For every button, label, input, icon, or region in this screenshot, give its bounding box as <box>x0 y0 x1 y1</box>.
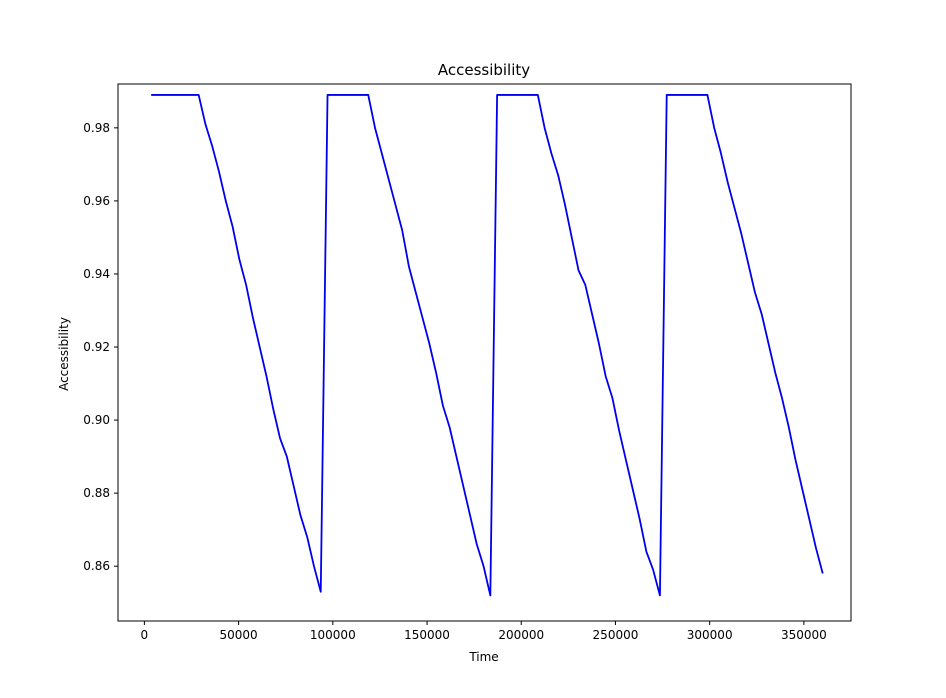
series-line-0 <box>151 94 824 597</box>
x-tick-label: 150000 <box>404 628 450 642</box>
x-tick-label: 250000 <box>593 628 639 642</box>
y-tick-label: 0.88 <box>83 486 110 500</box>
plot-area <box>151 94 824 597</box>
y-tick-label: 0.98 <box>83 121 110 135</box>
plot-frame <box>117 83 852 622</box>
x-tick-label: 200000 <box>498 628 544 642</box>
x-axis: 0 50000 100000 150000 200000 250000 300000 3500… <box>141 621 827 642</box>
x-tick-label: 100000 <box>310 628 356 642</box>
y-axis: 0.86 0.88 0.90 0.92 0.94 0.96 0.98 <box>83 121 118 573</box>
y-axis-label: Accessibility <box>57 317 71 391</box>
y-tick-label: 0.86 <box>83 559 110 573</box>
y-tick-label: 0.96 <box>83 194 110 208</box>
chart-title: Accessibility <box>438 61 530 79</box>
x-tick-label: 0 <box>141 628 149 642</box>
y-tick-label: 0.94 <box>83 267 110 281</box>
x-axis-label: Time <box>468 650 498 664</box>
x-tick-label: 300000 <box>687 628 733 642</box>
x-tick-label: 350000 <box>781 628 827 642</box>
x-tick-label: 50000 <box>220 628 258 642</box>
y-tick-label: 0.90 <box>83 413 110 427</box>
y-tick-label: 0.92 <box>83 340 110 354</box>
